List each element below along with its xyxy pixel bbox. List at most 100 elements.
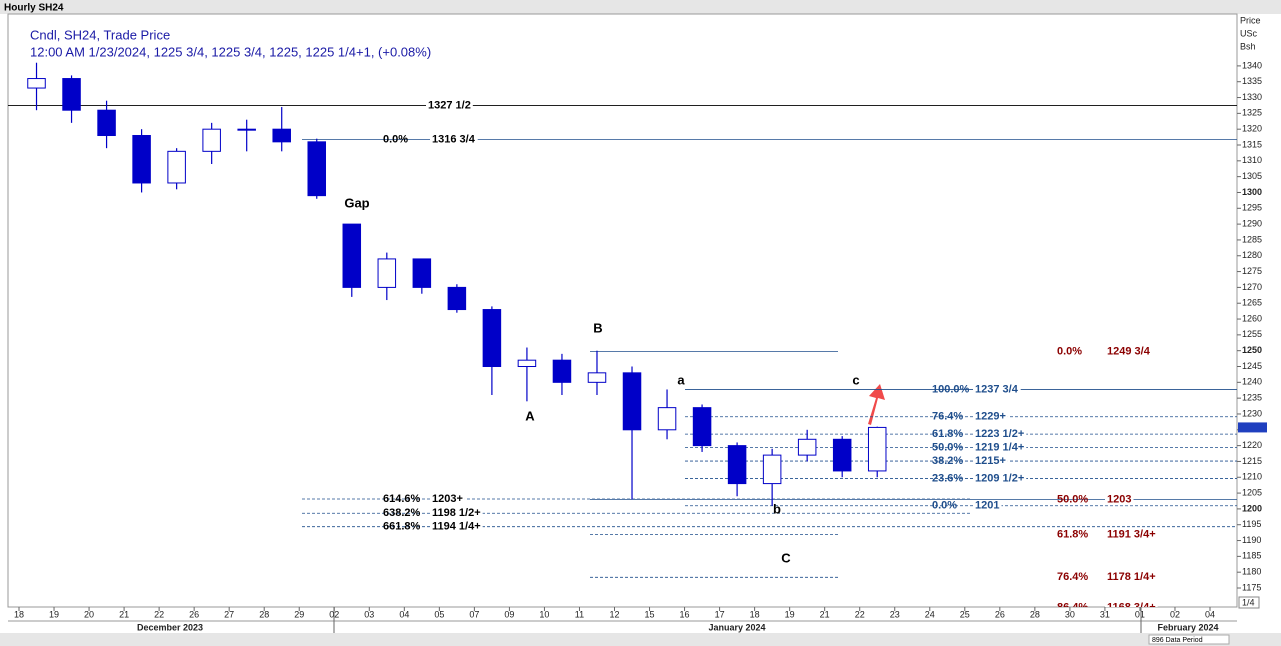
x-tick-label: 24 [925,609,935,619]
level-ratio: 50.0% [932,442,963,454]
x-tick-label: 01 [1135,609,1145,619]
y-tick-label: 1330 [1242,92,1262,102]
candle-body [622,372,642,431]
candle-body [727,445,747,485]
x-tick-label: 10 [539,609,549,619]
x-tick-label: 11 [575,609,584,619]
level-label: 1203 [1107,493,1131,505]
level-label: 1209 1/2+ [975,472,1024,484]
y-tick-label: 1260 [1242,313,1262,323]
candle-body [27,78,46,89]
y-tick-label: 1305 [1242,171,1262,181]
y-tick-label: 1340 [1242,60,1262,70]
candle-body [272,128,291,143]
legend-line: Cndl, SH24, Trade Price [30,27,170,42]
y-tick-label: 1335 [1242,76,1262,86]
wave-label: c [852,372,859,387]
candle-body [132,135,151,184]
y-tick-label: 1175 [1242,582,1261,592]
x-tick-label: 22 [154,609,164,619]
wave-label: b [773,501,781,516]
x-tick-label: 29 [294,609,304,619]
y-tick-label: 1220 [1242,440,1262,450]
level-ratio: 86.4% [1057,601,1088,613]
x-tick-label: 12 [609,609,619,619]
level-ratio: 50.0% [1057,493,1088,505]
candle-body [202,128,221,152]
wave-label: Gap [344,195,369,210]
status-box [1148,634,1230,645]
x-tick-label: 04 [1205,609,1215,619]
level-ratio: 0.0% [1057,345,1082,357]
x-tick-label: 15 [645,609,655,619]
level-ratio: 38.2% [932,455,963,467]
y-tick-label: 1310 [1242,155,1262,165]
level-label: 1316 3/4 [432,133,476,145]
x-tick-label: 02 [1170,609,1180,619]
x-tick-label: 26 [995,609,1005,619]
level-label: 1194 1/4+ [432,521,481,533]
level-label-bg [1105,493,1134,506]
candle-body [237,128,256,131]
level-ratio: 0.0% [383,133,408,145]
candle-body [657,407,677,431]
level-label: 1178 1/4+ [1107,571,1156,583]
level-label: 1203+ [432,493,463,505]
candle-body [447,286,467,311]
candle-body [167,150,186,184]
x-tick-label: 07 [469,609,479,619]
y-tick-label: 1270 [1242,282,1262,292]
level-ratio: 76.4% [932,411,963,423]
x-tick-label: 28 [1030,609,1040,619]
candle-body [517,359,537,368]
level-ratio: 61.8% [932,428,963,440]
legend-line: 12:00 AM 1/23/2024, 1225 3/4, 1225 3/4, … [30,44,431,59]
level-label: 1223 1/2+ [975,428,1024,440]
y-tick-label: 1295 [1242,203,1262,213]
y-tick-label: 1320 [1242,124,1262,134]
level-label: 1201 [975,500,999,512]
y-tick-label: 1195 [1242,519,1261,529]
x-tick-label: 20 [84,609,94,619]
y-tick-label: 1185 [1242,551,1261,561]
level-ratio: 661.8% [383,521,421,533]
x-tick-label: 26 [189,609,199,619]
last-price-tag [1238,422,1267,433]
axis-header: Bsh [1240,41,1256,51]
title-bar [0,0,1281,14]
x-tick-label: 19 [49,609,59,619]
x-tick-label: 30 [1065,609,1075,619]
level-label: 1198 1/2+ [432,507,481,519]
y-tick-label: 1280 [1242,250,1262,260]
x-tick-label: 23 [890,609,900,619]
y-tick-label: 1285 [1242,234,1262,244]
candle-body [552,359,572,383]
x-tick-label: 03 [364,609,374,619]
x-group-label: January 2024 [708,622,765,632]
level-label-bg [973,383,1021,396]
candle-body [342,223,362,288]
level-label-bg [430,520,483,533]
level-ratio: 614.6% [383,493,421,505]
level-label: 1327 1/2 [428,99,471,111]
level-ratio: 100.0% [932,383,970,395]
x-group-label: December 2023 [137,622,203,632]
y-tick-label: 1265 [1242,298,1262,308]
axis-corner: 1/4 [1242,597,1255,607]
y-tick-label: 1255 [1242,329,1262,339]
candle-body [377,258,397,288]
x-tick-label: 18 [14,609,24,619]
axis-header: USc [1240,28,1258,38]
plot-area: 1327 1/2 0.0% 1316 3/4 0.0% 1249 3/4 100.0% 12… [8,62,1237,613]
level-label-bg [973,499,1002,512]
candle-body [692,407,712,447]
level-label-bg [430,507,483,520]
candle-body [832,438,852,472]
x-tick-label: 31 [1100,609,1110,619]
level-label-bg [973,410,1008,423]
axis-corner-box [1238,596,1260,609]
y-tick-label: 1275 [1242,266,1262,276]
y-tick-label: 1205 [1242,487,1262,497]
